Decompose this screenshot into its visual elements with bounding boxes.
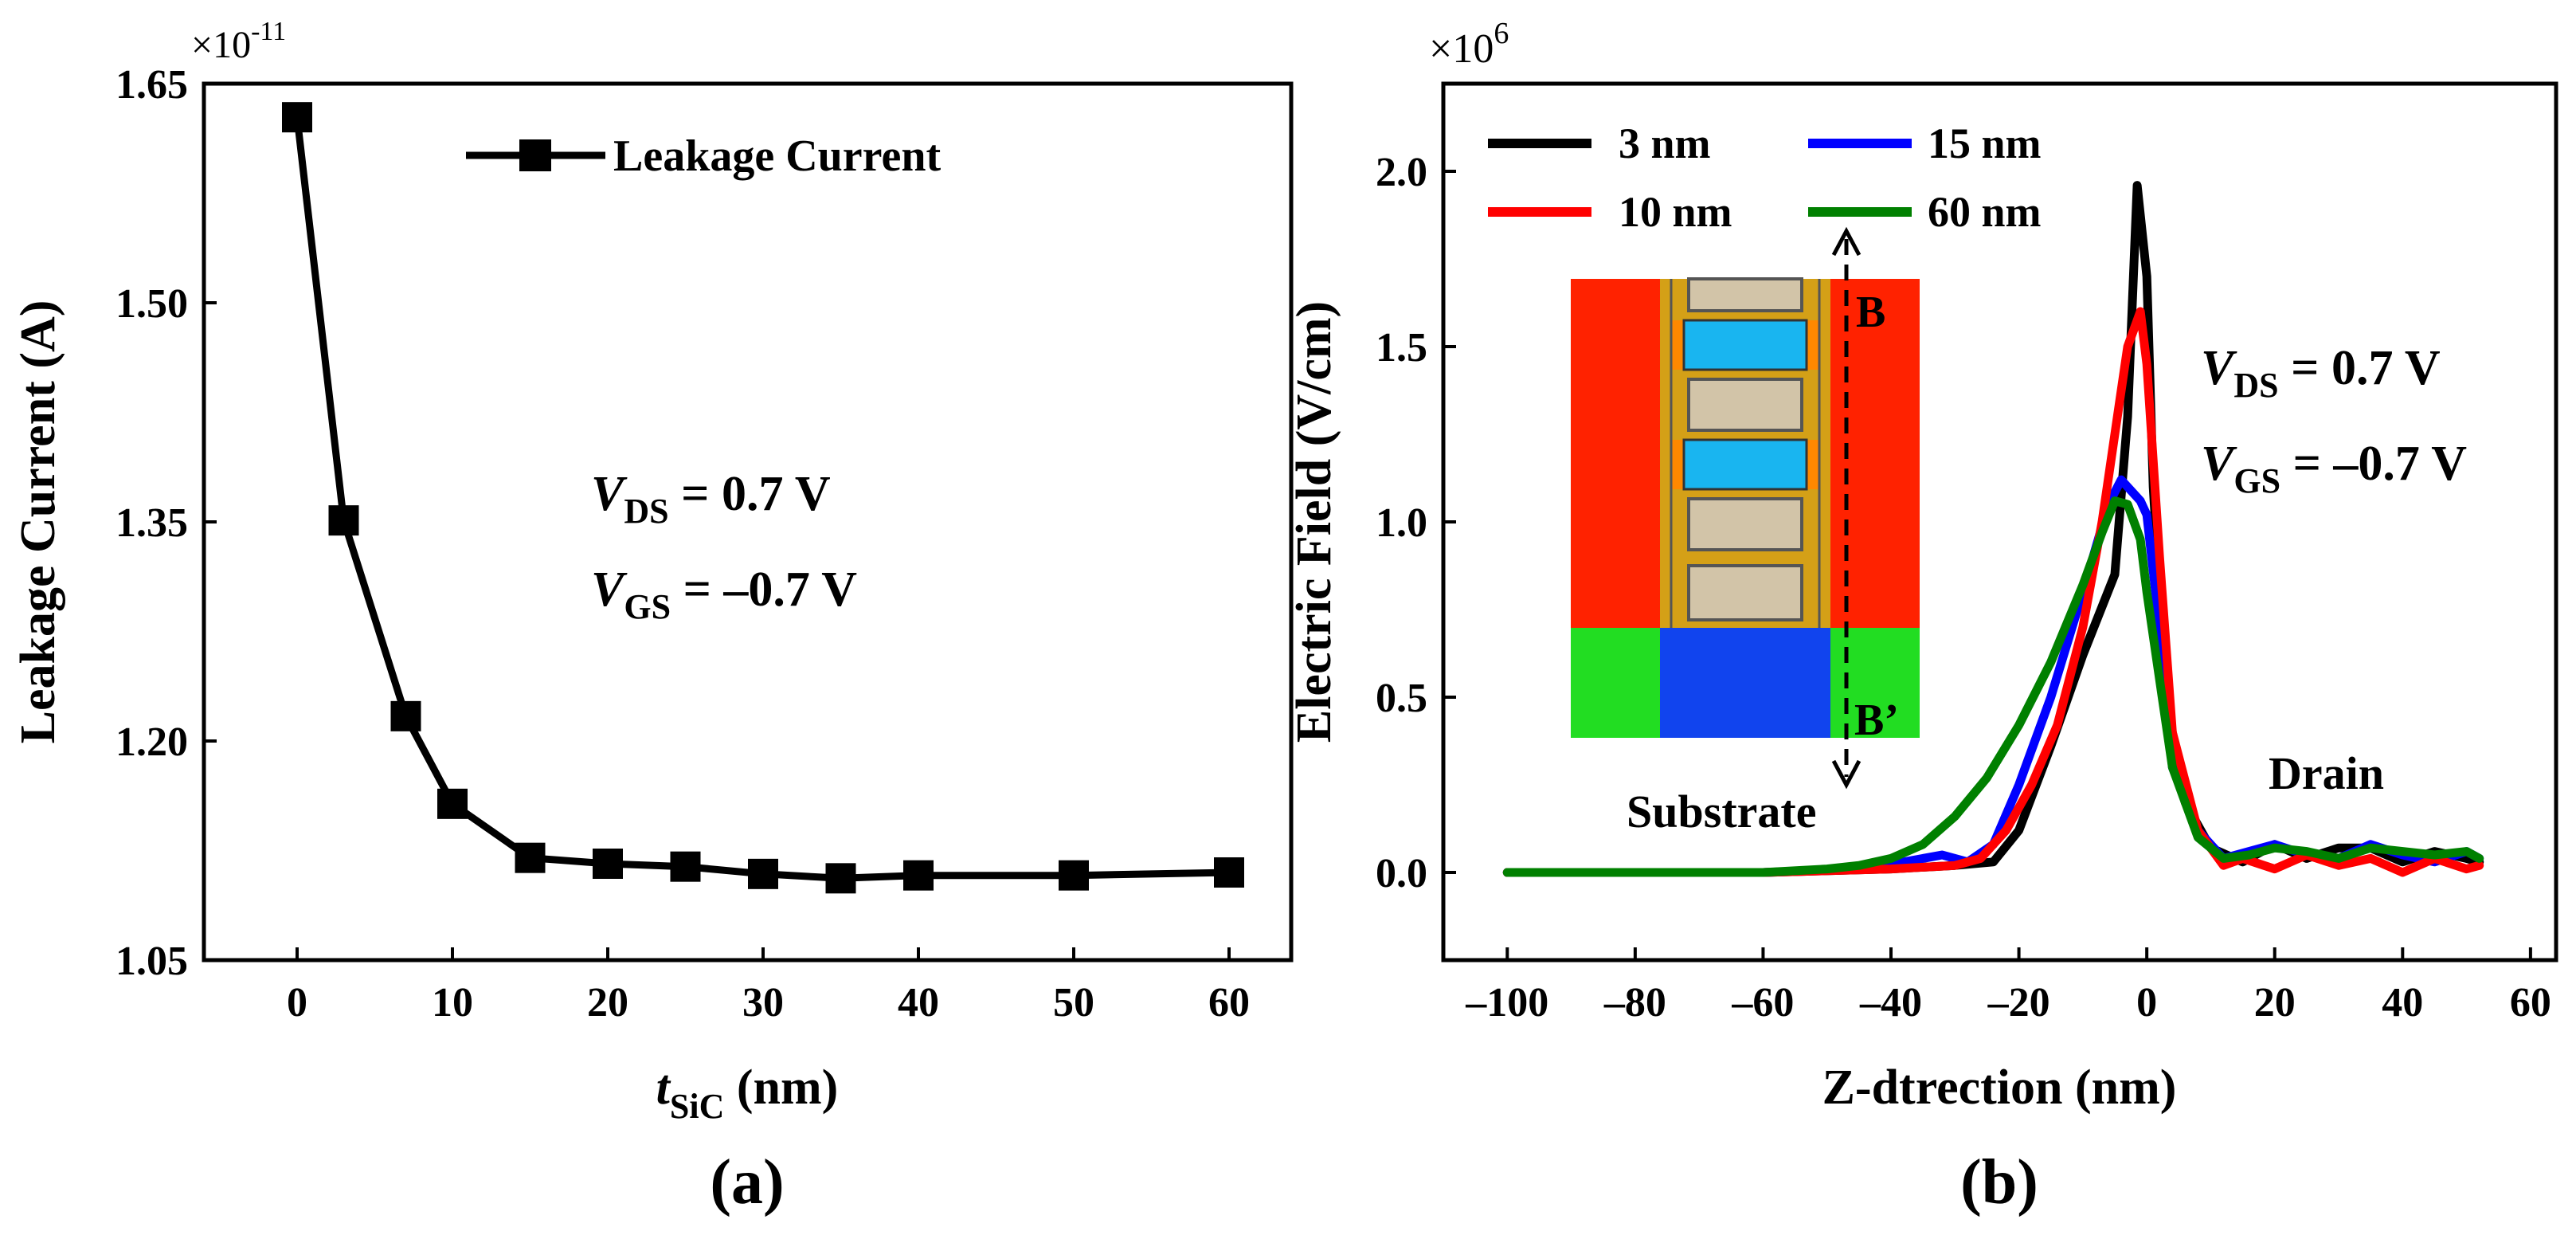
x-tick-label: 50	[1053, 980, 1094, 1025]
data-point-marker	[670, 851, 701, 882]
legend-label-10nm: 10 nm	[1619, 188, 1732, 236]
inset-side-region-left	[1571, 279, 1660, 628]
panel-a-legend-label: Leakage Current	[613, 131, 941, 181]
inset-substrate-center	[1660, 628, 1830, 738]
x-tick-label: –20	[1987, 980, 2050, 1025]
panel-a-y-multiplier: ×10-11	[191, 17, 286, 66]
panel-b-label-drain: Drain	[2269, 747, 2384, 799]
y-tick-label: 1.35	[115, 500, 188, 546]
series-line-60-nm	[1502, 496, 2484, 877]
panel-b-label-substrate: Substrate	[1627, 786, 1816, 837]
panel-b-legend: 3 nm 15 nm 10 nm 60 nm	[1488, 120, 2042, 236]
x-tick-label: 20	[587, 980, 628, 1025]
inset-gate-layer	[1687, 277, 1803, 312]
panel-a-plot-frame	[202, 81, 1294, 963]
panel-b-annotation-vds: VDS = 0.7 V	[2201, 341, 2441, 405]
x-tick-label: 60	[1208, 980, 1250, 1025]
x-tick-label: –60	[1731, 980, 1794, 1025]
data-point-marker	[390, 700, 421, 731]
x-tick-label: 20	[2254, 980, 2296, 1025]
inset-gate-layer	[1687, 497, 1803, 551]
panel-b-y-multiplier: ×106	[1429, 17, 1509, 72]
x-tick-label: 0	[287, 980, 307, 1025]
data-point-marker	[825, 863, 856, 894]
data-point-marker	[903, 860, 934, 891]
y-tick-label: 1.5	[1376, 325, 1427, 370]
inset-label-b: B	[1856, 288, 1885, 337]
y-tick-label: 0.5	[1376, 676, 1427, 721]
panel-a-x-axis-label: tSiC (nm)	[656, 1061, 839, 1126]
panel-a-label: (a)	[710, 1147, 784, 1217]
panel-a-y-axis-label: Leakage Current (A)	[11, 300, 65, 744]
panel-a-annotation-vds: VDS = 0.7 V	[591, 467, 831, 531]
x-tick-label: 0	[2136, 980, 2157, 1025]
inset-gate-layer	[1687, 378, 1803, 432]
panel-a-annotation-vgs: VGS = –0.7 V	[591, 563, 857, 626]
inset-gate-layer	[1687, 564, 1803, 621]
x-tick-label: –80	[1603, 980, 1666, 1025]
data-point-marker	[437, 788, 468, 819]
y-tick-label: 1.20	[115, 719, 188, 765]
legend-label-60nm: 60 nm	[1928, 188, 2042, 236]
inset-channel	[1682, 319, 1808, 371]
legend-label-3nm: 3 nm	[1619, 120, 1711, 167]
y-tick-label: 2.0	[1376, 150, 1427, 195]
y-tick-label: 1.65	[115, 62, 188, 108]
device-inset: B B’	[1571, 226, 1920, 790]
x-tick-label: 60	[2510, 980, 2551, 1025]
panel-a-leakage-chart: 0 10 20 30 40 50 60 1.05 1.20 1.35 1.50 1.65 ×10-11…	[11, 17, 1294, 1217]
data-point-marker	[328, 505, 359, 536]
x-tick-label: –40	[1859, 980, 1922, 1025]
x-tick-label: –100	[1465, 980, 1548, 1025]
inset-substrate-left	[1571, 628, 1660, 738]
inset-channel	[1682, 438, 1808, 491]
inset-cutline-arrowhead-top	[1831, 226, 1862, 257]
data-point-marker	[748, 858, 778, 889]
data-point-marker	[1214, 857, 1244, 888]
x-tick-label: 40	[2382, 980, 2423, 1025]
inset-cutline-arrowhead-bottom	[1831, 759, 1862, 790]
data-point-marker	[515, 842, 546, 873]
panel-b-y-axis-label: Electric Field (V/cm)	[1287, 301, 1341, 743]
y-tick-label: 1.50	[115, 281, 188, 327]
y-tick-label: 1.05	[115, 939, 188, 984]
x-tick-label: 10	[432, 980, 473, 1025]
y-tick-label: 0.0	[1376, 851, 1427, 896]
x-tick-label: 40	[898, 980, 939, 1025]
panel-a-legend-marker	[519, 139, 551, 171]
x-tick-label: 30	[742, 980, 784, 1025]
panel-b-label: (b)	[1960, 1147, 2038, 1217]
data-point-marker	[593, 849, 623, 879]
panel-a-legend: Leakage Current	[466, 131, 941, 181]
panel-b-electric-field-chart: –100 –80 –60 –40 –20 0 20 40 60 0.0 0.5 1.0 1.5 2.0	[1287, 17, 2558, 1217]
series-line-leakage-current	[293, 113, 1233, 882]
legend-label-15nm: 15 nm	[1928, 120, 2042, 167]
y-tick-label: 1.0	[1376, 500, 1427, 546]
panel-b-x-axis-label: Z-dtrection (nm)	[1822, 1061, 2177, 1115]
data-point-marker	[1059, 860, 1089, 891]
series-line-10-nm	[1502, 307, 2484, 877]
data-point-marker	[282, 102, 312, 133]
inset-label-b-prime: B’	[1854, 696, 1899, 745]
panel-b-annotation-vgs: VGS = –0.7 V	[2201, 437, 2467, 500]
